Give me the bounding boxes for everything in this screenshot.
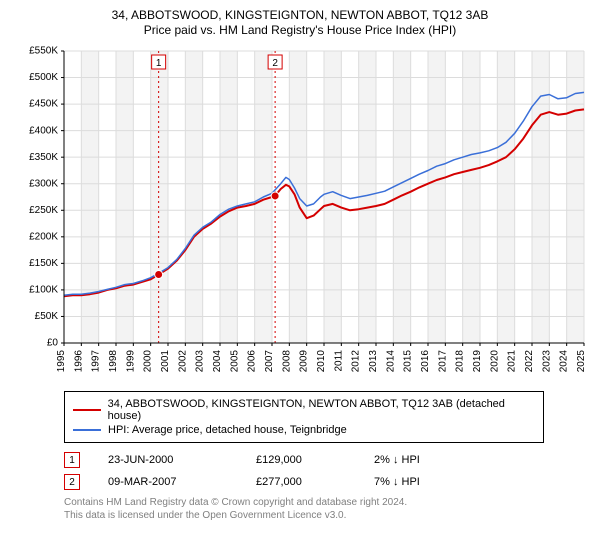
svg-text:2022: 2022 bbox=[524, 350, 535, 373]
sale-hpi: 2% ↓ HPI bbox=[374, 454, 484, 466]
svg-text:£200K: £200K bbox=[29, 231, 58, 242]
svg-text:£550K: £550K bbox=[29, 46, 58, 57]
legend-swatch bbox=[73, 429, 101, 431]
svg-text:£500K: £500K bbox=[29, 72, 58, 83]
sale-marker: 2 bbox=[64, 474, 80, 490]
svg-text:1999: 1999 bbox=[125, 350, 136, 373]
svg-text:2013: 2013 bbox=[368, 350, 379, 373]
svg-text:£450K: £450K bbox=[29, 99, 58, 110]
svg-text:2025: 2025 bbox=[576, 350, 587, 373]
chart-subtitle: Price paid vs. HM Land Registry's House … bbox=[10, 23, 590, 37]
chart-title: 34, ABBOTSWOOD, KINGSTEIGNTON, NEWTON AB… bbox=[10, 8, 590, 22]
sale-date: 23-JUN-2000 bbox=[108, 454, 228, 466]
svg-text:2021: 2021 bbox=[507, 350, 518, 373]
sale-price: £277,000 bbox=[256, 476, 346, 488]
svg-text:2: 2 bbox=[272, 58, 278, 69]
svg-text:2003: 2003 bbox=[195, 350, 206, 373]
svg-text:2006: 2006 bbox=[247, 350, 258, 373]
svg-text:2017: 2017 bbox=[437, 350, 448, 373]
sale-hpi: 7% ↓ HPI bbox=[374, 476, 484, 488]
legend-swatch bbox=[73, 409, 101, 411]
svg-text:1995: 1995 bbox=[56, 350, 67, 373]
svg-text:2001: 2001 bbox=[160, 350, 171, 373]
legend-item: 34, ABBOTSWOOD, KINGSTEIGNTON, NEWTON AB… bbox=[73, 397, 535, 423]
svg-text:2004: 2004 bbox=[212, 350, 223, 373]
svg-text:1998: 1998 bbox=[108, 350, 119, 373]
svg-text:1996: 1996 bbox=[73, 350, 84, 373]
svg-text:2018: 2018 bbox=[455, 350, 466, 373]
svg-text:£150K: £150K bbox=[29, 258, 58, 269]
sale-price: £129,000 bbox=[256, 454, 346, 466]
svg-text:£100K: £100K bbox=[29, 285, 58, 296]
svg-text:£250K: £250K bbox=[29, 205, 58, 216]
svg-text:2008: 2008 bbox=[281, 350, 292, 373]
svg-text:1: 1 bbox=[156, 58, 162, 69]
svg-text:2009: 2009 bbox=[299, 350, 310, 373]
svg-text:2014: 2014 bbox=[385, 350, 396, 373]
sales-table: 1 23-JUN-2000 £129,000 2% ↓ HPI 2 09-MAR-2007… bbox=[64, 449, 590, 493]
svg-text:2011: 2011 bbox=[333, 350, 344, 372]
footer-line-1: Contains HM Land Registry data © Crown c… bbox=[64, 497, 590, 510]
svg-text:2010: 2010 bbox=[316, 350, 327, 373]
svg-text:2000: 2000 bbox=[143, 350, 154, 373]
svg-text:2015: 2015 bbox=[403, 350, 414, 373]
chart-container: 34, ABBOTSWOOD, KINGSTEIGNTON, NEWTON AB… bbox=[0, 0, 600, 530]
footer: Contains HM Land Registry data © Crown c… bbox=[64, 497, 590, 522]
svg-text:2019: 2019 bbox=[472, 350, 483, 373]
svg-text:£300K: £300K bbox=[29, 178, 58, 189]
svg-text:2016: 2016 bbox=[420, 350, 431, 373]
legend-item: HPI: Average price, detached house, Teig… bbox=[73, 423, 535, 437]
svg-text:2005: 2005 bbox=[229, 350, 240, 373]
chart-plot: 1 2 £0 £50K £100K £150K £200K £250K £300K £350K £4… bbox=[10, 43, 590, 383]
svg-text:1997: 1997 bbox=[91, 350, 102, 373]
svg-text:2024: 2024 bbox=[559, 350, 570, 373]
svg-text:2020: 2020 bbox=[489, 350, 500, 373]
legend: 34, ABBOTSWOOD, KINGSTEIGNTON, NEWTON AB… bbox=[64, 391, 544, 443]
svg-text:£400K: £400K bbox=[29, 125, 58, 136]
sale-marker: 1 bbox=[64, 452, 80, 468]
sale-date: 09-MAR-2007 bbox=[108, 476, 228, 488]
svg-text:2012: 2012 bbox=[351, 350, 362, 373]
footer-line-2: This data is licensed under the Open Gov… bbox=[64, 510, 590, 523]
sale-row: 1 23-JUN-2000 £129,000 2% ↓ HPI bbox=[64, 449, 590, 471]
svg-text:£350K: £350K bbox=[29, 152, 58, 163]
svg-text:2007: 2007 bbox=[264, 350, 275, 373]
line-chart-svg: 1 2 £0 £50K £100K £150K £200K £250K £300K £350K £4… bbox=[10, 43, 590, 383]
svg-text:2002: 2002 bbox=[177, 350, 188, 373]
legend-label: HPI: Average price, detached house, Teig… bbox=[108, 424, 347, 436]
svg-text:£0: £0 bbox=[47, 338, 59, 349]
svg-text:£50K: £50K bbox=[35, 311, 59, 322]
sale-row: 2 09-MAR-2007 £277,000 7% ↓ HPI bbox=[64, 471, 590, 493]
svg-text:2023: 2023 bbox=[541, 350, 552, 373]
legend-label: 34, ABBOTSWOOD, KINGSTEIGNTON, NEWTON AB… bbox=[108, 398, 535, 422]
